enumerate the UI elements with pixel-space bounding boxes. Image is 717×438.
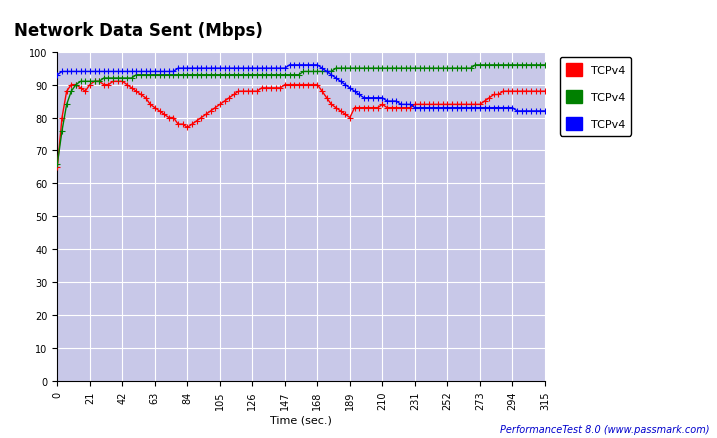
Text: PerformanceTest 8.0 (www.passmark.com): PerformanceTest 8.0 (www.passmark.com) [500,424,710,434]
X-axis label: Time (sec.): Time (sec.) [270,415,332,425]
Text: Network Data Sent (Mbps): Network Data Sent (Mbps) [14,22,263,40]
Legend: TCPv4, TCPv4, TCPv4: TCPv4, TCPv4, TCPv4 [560,58,631,136]
